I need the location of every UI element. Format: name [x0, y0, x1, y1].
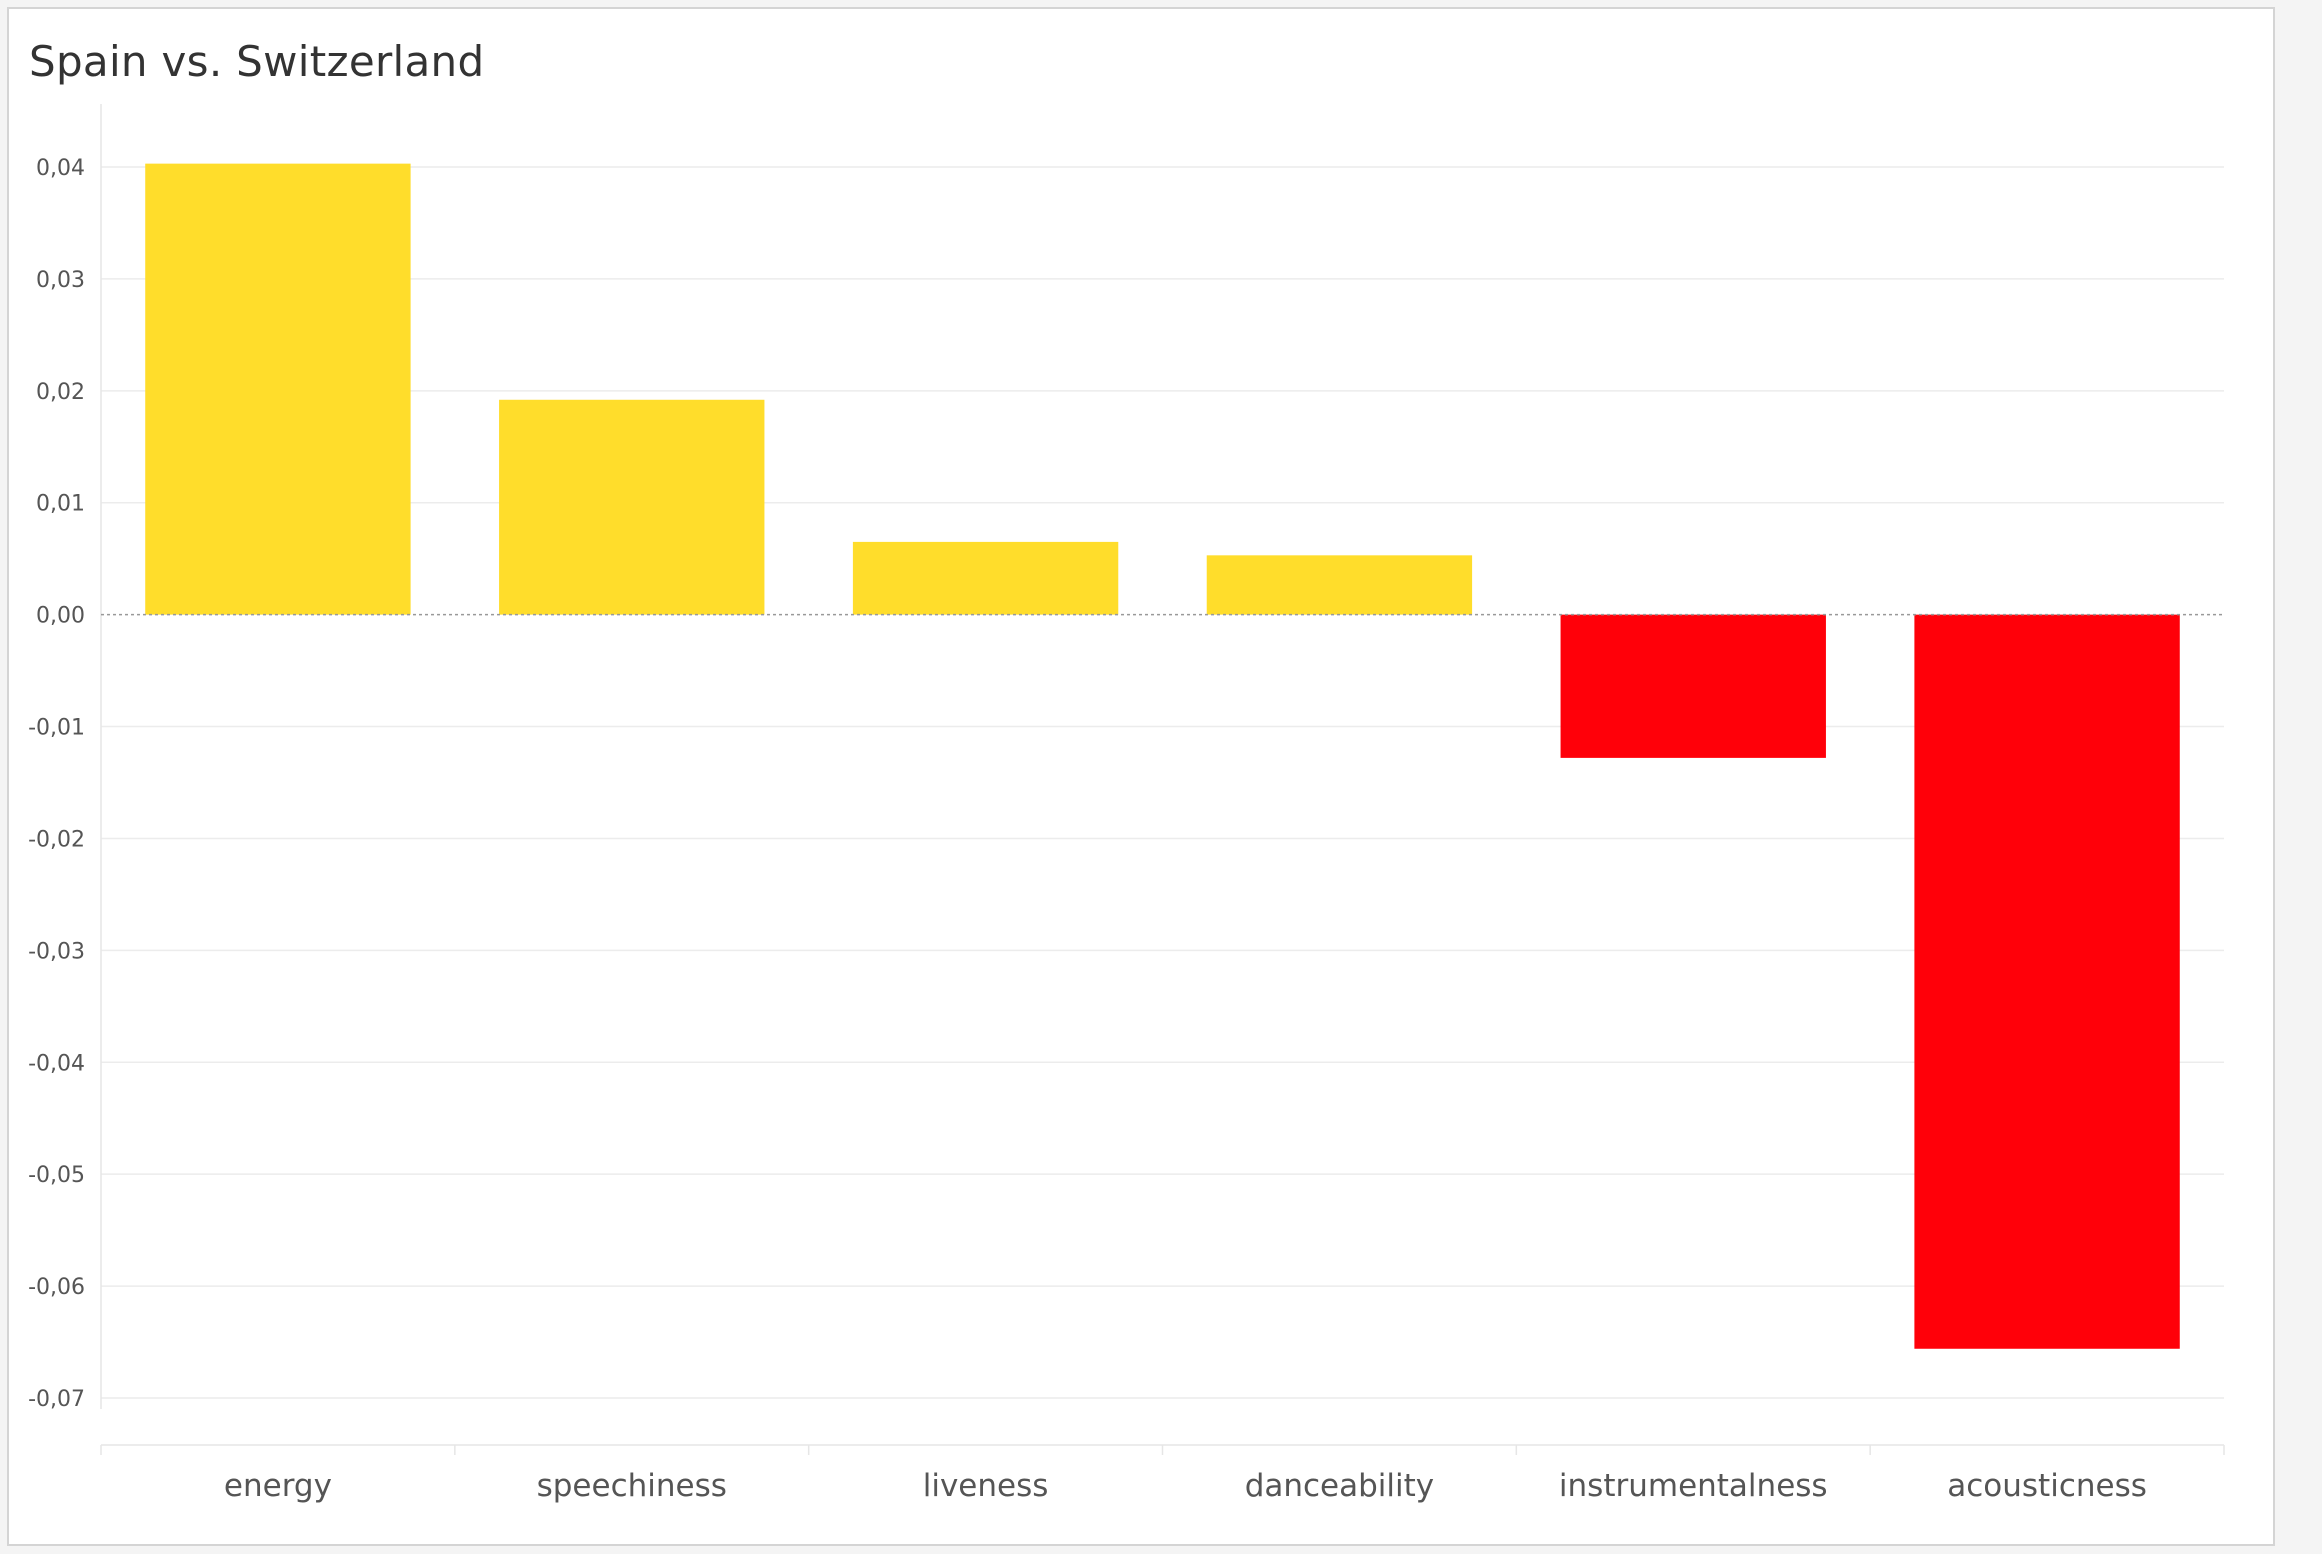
chart-frame: 0,04 0,03 0,02 0,01 0,00 -0,01 -0,02 -0,03 -0,04… — [7, 7, 2275, 1546]
y-tick-label: -0,02 — [28, 827, 85, 852]
x-tick-label: danceability — [1245, 1468, 1434, 1504]
y-tick-label: 0,04 — [36, 156, 85, 181]
x-tick-label: speechiness — [537, 1468, 727, 1504]
bars — [145, 163, 2180, 1349]
chart-title: Spain vs. Switzerland — [29, 37, 485, 86]
bar-instrumentalness[interactable] — [1560, 614, 1826, 758]
bar-liveness[interactable] — [852, 541, 1119, 615]
x-tick-label: instrumentalness — [1559, 1468, 1828, 1504]
y-tick-label: -0,03 — [28, 939, 85, 964]
y-tick-label: -0,05 — [28, 1163, 85, 1188]
y-tick-label: 0,02 — [36, 380, 85, 405]
bar-danceability[interactable] — [1206, 555, 1473, 615]
x-tick-label: acousticness — [1947, 1468, 2147, 1504]
y-tick-label: 0,01 — [36, 492, 85, 517]
y-tick-label: -0,04 — [28, 1051, 85, 1076]
bar-energy[interactable] — [145, 163, 411, 615]
y-tick-label: 0,03 — [36, 268, 85, 293]
gridlines — [101, 166, 2224, 1399]
bar-speechiness[interactable] — [499, 399, 765, 615]
x-tick-label: energy — [224, 1468, 332, 1504]
bar-acousticness[interactable] — [1914, 614, 2180, 1349]
axes: 0,04 0,03 0,02 0,01 0,00 -0,01 -0,02 -0,03 -0,04… — [28, 104, 2225, 1504]
y-tick-label: -0,07 — [28, 1387, 85, 1412]
x-tick-label: liveness — [923, 1468, 1049, 1504]
y-tick-label: 0,00 — [36, 604, 85, 629]
y-tick-label: -0,06 — [28, 1275, 85, 1300]
bar-chart: 0,04 0,03 0,02 0,01 0,00 -0,01 -0,02 -0,03 -0,04… — [28, 104, 2225, 1504]
y-tick-label: -0,01 — [28, 716, 85, 741]
